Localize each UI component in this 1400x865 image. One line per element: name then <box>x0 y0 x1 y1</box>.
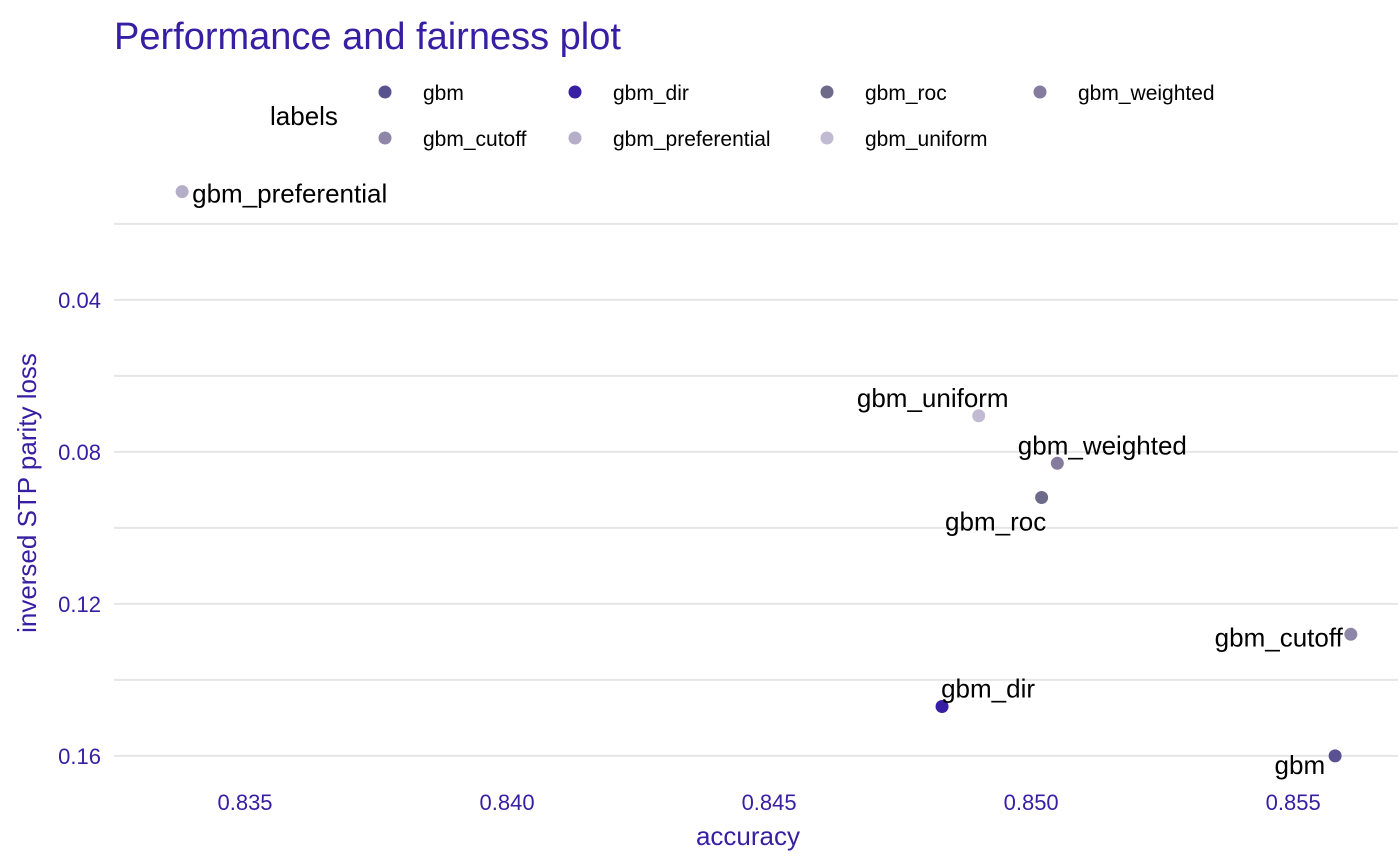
point-gbm <box>1328 749 1342 763</box>
point-label-gbm-roc: gbm_roc <box>945 507 1046 537</box>
point-gbm-uniform <box>972 409 986 423</box>
legend-label-gbm-preferential: gbm_preferential <box>613 128 771 151</box>
legend-key-gbm <box>378 85 392 99</box>
legend-label-gbm-cutoff: gbm_cutoff <box>423 128 527 151</box>
legend-label-gbm-uniform: gbm_uniform <box>865 128 988 151</box>
legend-label-gbm-weighted: gbm_weighted <box>1078 82 1215 105</box>
x-axis-ticks: 0.835 0.840 0.845 0.850 0.855 <box>217 790 1320 815</box>
y-tick-label: 0.08 <box>58 440 101 465</box>
legend-key-gbm-weighted <box>1033 85 1047 99</box>
x-tick-label: 0.835 <box>217 790 272 815</box>
point-gbm-weighted <box>1050 456 1064 470</box>
point-label-gbm-cutoff: gbm_cutoff <box>1215 622 1344 652</box>
y-axis-title: inversed STP parity loss <box>12 353 42 633</box>
x-tick-label: 0.840 <box>480 790 535 815</box>
x-tick-label: 0.850 <box>1004 790 1059 815</box>
point-labels: gbm gbm_dir gbm_roc gbm_weighted gbm_cutoff g… <box>192 179 1343 780</box>
y-axis-ticks: 0.04 0.08 0.12 0.16 <box>58 288 101 769</box>
point-label-gbm-uniform: gbm_uniform <box>857 383 1009 413</box>
legend-key-gbm-roc <box>820 85 834 99</box>
legend-label-gbm-dir: gbm_dir <box>613 82 689 105</box>
legend-label-gbm-roc: gbm_roc <box>865 82 947 105</box>
legend-title: labels <box>270 101 338 131</box>
legend-key-gbm-cutoff <box>378 131 392 145</box>
y-tick-label: 0.04 <box>58 288 101 313</box>
x-tick-label: 0.845 <box>742 790 797 815</box>
legend-key-gbm-dir <box>568 85 582 99</box>
legend-key-gbm-preferential <box>568 131 582 145</box>
point-gbm-dir <box>935 700 949 713</box>
y-tick-label: 0.12 <box>58 592 101 617</box>
point-label-gbm-weighted: gbm_weighted <box>1018 430 1187 460</box>
y-tick-label: 0.16 <box>58 744 101 769</box>
x-tick-label: 0.855 <box>1266 790 1321 815</box>
point-label-gbm: gbm <box>1275 750 1326 780</box>
data-points <box>175 185 1358 763</box>
point-gbm-roc <box>1035 491 1049 504</box>
gridlines <box>114 222 1398 757</box>
x-axis-title: accuracy <box>696 821 800 851</box>
legend-key-gbm-uniform <box>820 131 834 145</box>
legend-label-gbm: gbm <box>423 82 464 105</box>
point-gbm-preferential <box>175 185 189 199</box>
legend: labels gbm gbm_dir gbm_roc gbm_weighted gbm_… <box>270 82 1215 151</box>
point-label-gbm-preferential: gbm_preferential <box>192 179 387 209</box>
chart-title: Performance and fairness plot <box>114 16 621 58</box>
point-label-gbm-dir: gbm_dir <box>941 674 1035 704</box>
point-gbm-cutoff <box>1344 627 1358 641</box>
